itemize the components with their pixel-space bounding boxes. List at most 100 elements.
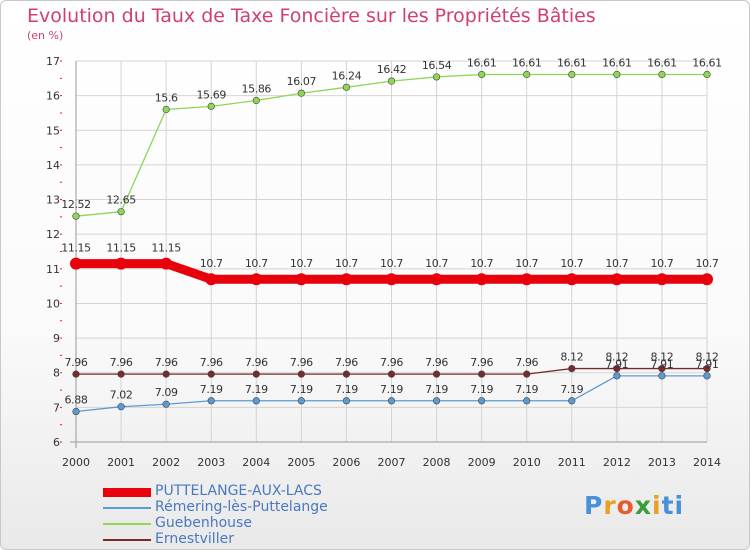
legend-label: Rémering-lès-Puttelange	[155, 499, 328, 515]
legend: PUTTELANGE-AUX-LACS Rémering-lès-Puttelan…	[103, 483, 328, 548]
data-label: 12.52	[61, 198, 91, 211]
data-point	[701, 273, 713, 286]
legend-label: Ernestviller	[155, 531, 234, 547]
legend-swatch	[103, 507, 151, 509]
x-tick-label: 2009	[468, 456, 496, 469]
data-point	[523, 397, 531, 405]
proxiti-logo: Proxiti	[584, 491, 684, 520]
data-point	[252, 96, 260, 105]
legend-item: Guebenhouse	[103, 515, 328, 532]
logo-letter: x	[634, 491, 652, 520]
data-label: 10.7	[560, 257, 583, 270]
data-label: 7.19	[335, 383, 358, 396]
data-label: 15.69	[196, 88, 226, 101]
data-point	[655, 273, 668, 286]
legend-label: Guebenhouse	[155, 515, 252, 531]
legend-label: PUTTELANGE-AUX-LACS	[155, 483, 322, 499]
data-label: 12.65	[106, 194, 136, 207]
data-point	[387, 397, 396, 405]
data-label: 10.7	[515, 257, 538, 270]
data-point	[387, 77, 396, 85]
data-point	[72, 370, 80, 378]
x-tick-label: 2013	[648, 456, 676, 469]
y-tick-label: 17	[46, 55, 60, 68]
x-tick-label: 2004	[242, 456, 270, 469]
data-label: 16.24	[332, 69, 362, 82]
data-label: 7.19	[425, 383, 448, 396]
line-chart: 6 7 8 9 10 11 12 13 14 15 16 17 2000 2001 2002 2003 2004…	[46, 55, 722, 469]
data-point	[475, 273, 488, 286]
y-tick-label: 13	[46, 194, 60, 207]
data-point	[703, 364, 711, 373]
data-label: 7.19	[515, 383, 538, 396]
data-label: 7.91	[650, 358, 673, 371]
data-label: 10.7	[605, 257, 628, 270]
unit-label: (en %)	[27, 29, 64, 42]
data-label: 10.7	[290, 257, 313, 270]
y-tick-label: 6	[53, 436, 60, 449]
data-label: 7.19	[245, 383, 268, 396]
y-tick-label: 16	[46, 90, 60, 103]
y-tick-label: 14	[46, 159, 60, 172]
data-label: 6.88	[65, 394, 88, 407]
x-tick-label: 2008	[423, 456, 451, 469]
data-label: 8.12	[650, 351, 673, 364]
data-label: 7.02	[110, 389, 133, 402]
data-label: 16.61	[512, 57, 542, 70]
data-point	[658, 364, 666, 373]
data-label: 10.7	[335, 257, 358, 270]
data-label: 7.19	[470, 383, 493, 396]
data-point	[613, 70, 621, 79]
legend-item: PUTTELANGE-AUX-LACS	[103, 483, 328, 500]
data-point	[565, 273, 578, 286]
data-point	[207, 370, 215, 378]
data-point	[430, 273, 443, 286]
data-point	[523, 70, 531, 79]
data-point	[117, 403, 125, 411]
data-label: 7.19	[380, 383, 403, 396]
logo-letter: r	[603, 491, 617, 520]
data-point	[207, 397, 215, 405]
data-point	[523, 370, 531, 378]
legend-item: Rémering-lès-Puttelange	[103, 499, 328, 516]
y-tick-label: 7	[53, 401, 60, 414]
data-label: 7.96	[200, 356, 223, 369]
x-tick-label: 2003	[197, 456, 225, 469]
data-point	[342, 83, 351, 91]
data-point	[520, 273, 533, 286]
data-label: 11.15	[61, 242, 91, 255]
data-label: 10.7	[245, 257, 268, 270]
data-point	[703, 70, 711, 79]
x-tick-label: 2011	[558, 456, 586, 469]
y-tick-label: 8	[53, 367, 60, 380]
data-point	[72, 407, 80, 416]
data-point	[610, 273, 623, 286]
y-tick-label: 10	[46, 297, 60, 310]
logo-letter: o	[616, 491, 635, 520]
data-point	[340, 273, 353, 286]
data-label: 10.7	[380, 257, 403, 270]
data-label: 7.96	[470, 356, 493, 369]
y-tick-label: 15	[46, 124, 60, 137]
data-label: 11.15	[151, 242, 181, 255]
data-point	[432, 397, 441, 405]
legend-swatch	[103, 523, 151, 525]
data-label: 7.09	[155, 386, 178, 399]
y-tick-label: 11	[46, 263, 60, 276]
data-point	[478, 70, 486, 79]
y-tick-label: 9	[53, 332, 60, 345]
data-label: 16.07	[287, 75, 317, 88]
data-label: 16.61	[647, 57, 677, 70]
data-point	[385, 273, 398, 286]
data-point	[162, 105, 170, 114]
data-point	[162, 370, 170, 378]
data-point	[117, 208, 125, 216]
data-point	[162, 400, 170, 408]
data-label: 16.54	[422, 59, 452, 72]
chart-title: Evolution du Taux de Taxe Foncière sur l…	[27, 5, 596, 27]
x-tick-label: 2007	[378, 456, 406, 469]
data-label: 7.96	[290, 356, 313, 369]
x-tick-label: 2005	[287, 456, 315, 469]
data-label: 7.96	[380, 356, 403, 369]
